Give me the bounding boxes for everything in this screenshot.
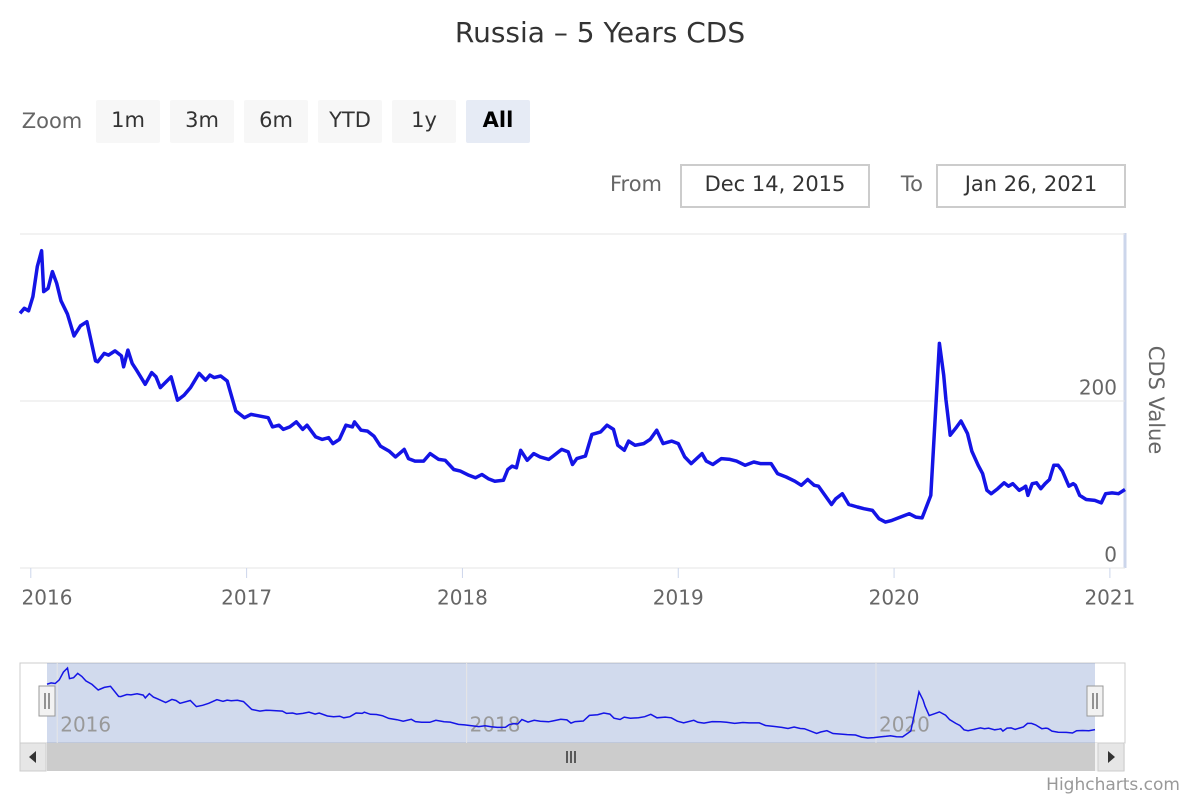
zoom-button[interactable] <box>466 100 530 143</box>
zoom-button[interactable] <box>244 100 308 143</box>
from-input[interactable] <box>680 164 870 208</box>
credits: Highcharts.com <box>1046 775 1180 795</box>
from-date[interactable]: Dec 14, 2015 <box>705 172 846 196</box>
x-tick-label: 2021 <box>1084 586 1135 610</box>
x-tick-label: 2017 <box>221 586 272 610</box>
scrollbar-right-arrow <box>1108 751 1115 763</box>
zoom-button[interactable] <box>170 100 234 143</box>
navigator-handle[interactable] <box>1086 685 1104 717</box>
navigator-tick-label: 2016 <box>60 713 111 737</box>
cds-line <box>18 248 1126 524</box>
zoom-button[interactable] <box>318 100 382 143</box>
to-label: To <box>900 172 923 196</box>
x-tick-label: 2018 <box>437 586 488 610</box>
navigator-handle-grip <box>44 693 50 709</box>
to-date[interactable]: Jan 26, 2021 <box>963 172 1098 196</box>
zoom-button-label[interactable]: YTD <box>328 108 371 132</box>
zoom-button[interactable] <box>392 100 456 143</box>
navigator-handle-grip <box>1092 693 1098 709</box>
y-tick-label: 200 <box>1079 376 1117 400</box>
navigator-line <box>46 666 1096 739</box>
from-label: From <box>610 172 662 196</box>
x-tick-label: 2016 <box>22 586 73 610</box>
scrollbar-left-arrow <box>29 751 36 763</box>
chart-title: Russia – 5 Years CDS <box>455 16 745 49</box>
y-tick-label: 0 <box>1104 543 1117 567</box>
zoom-button[interactable] <box>96 100 160 143</box>
zoom-button-label[interactable]: 1y <box>411 108 437 132</box>
zoom-button-label[interactable]: 1m <box>111 108 145 132</box>
y-axis-title: CDS Value <box>1144 346 1168 455</box>
x-tick-label: 2020 <box>869 586 920 610</box>
zoom-button-label[interactable]: All <box>483 108 514 132</box>
x-tick-label: 2019 <box>653 586 704 610</box>
navigator-mask[interactable] <box>47 663 1095 743</box>
zoom-button-label[interactable]: 3m <box>185 108 219 132</box>
scrollbar-grip <box>566 751 576 763</box>
zoom-button-label[interactable]: 6m <box>259 108 293 132</box>
navigator-handle[interactable] <box>38 685 56 717</box>
scrollbar-left-button[interactable] <box>19 742 47 772</box>
scrollbar-right-button[interactable] <box>1097 742 1125 772</box>
zoom-label: Zoom <box>22 109 83 133</box>
to-input[interactable] <box>936 164 1126 208</box>
navigator-tick-label: 2020 <box>879 713 930 737</box>
